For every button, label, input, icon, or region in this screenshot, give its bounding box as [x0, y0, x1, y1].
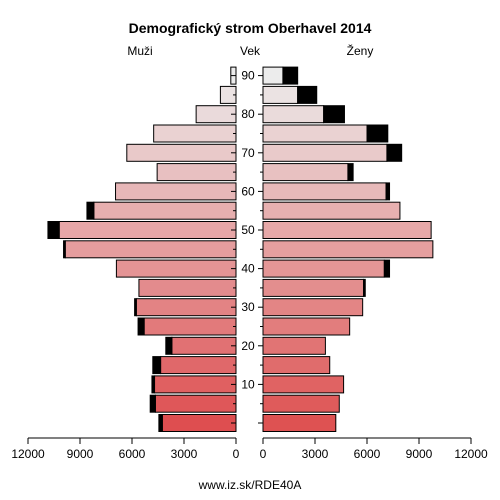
women-bar-50-54 — [262, 221, 432, 239]
men-bar-70-74 — [126, 143, 237, 162]
age-tick-label-20: 20 — [241, 339, 255, 353]
women-bar-55-59 — [262, 201, 401, 220]
women-label: Ženy — [347, 43, 374, 58]
men-x-tick-label: 6000 — [119, 447, 146, 461]
women-excess-bar-80-84 — [323, 105, 345, 124]
women-bar-45-49 — [262, 240, 434, 259]
men-bar-40-44 — [115, 259, 237, 278]
men-bar-55-59 — [93, 201, 237, 220]
men-excess-bar-30-34 — [134, 298, 137, 317]
women-bar-25-29 — [262, 317, 351, 336]
men-x-tick-label: 3000 — [171, 447, 198, 461]
age-tick-label-70: 70 — [241, 146, 255, 160]
bars-layer — [47, 66, 434, 432]
women-bar-85-89 — [262, 85, 299, 104]
age-tick-label-50: 50 — [241, 223, 255, 237]
women-excess-bar-85-89 — [297, 85, 318, 104]
women-excess-bar-35-39 — [363, 278, 366, 297]
age-tick-label-10: 10 — [241, 377, 255, 391]
women-bar-65-69 — [262, 163, 349, 182]
women-x-tick-label: 0 — [260, 447, 267, 461]
men-x-tick-label: 0 — [233, 447, 240, 461]
women-bar-5-9 — [262, 394, 340, 413]
men-x-tick-label: 12000 — [11, 447, 45, 461]
women-bar-80-84 — [262, 105, 325, 124]
women-bar-10-14 — [262, 375, 345, 394]
women-bar-0-4 — [262, 414, 337, 432]
age-label: Vek — [240, 44, 261, 58]
women-bar-15-19 — [262, 356, 331, 375]
women-bar-90+ — [262, 66, 284, 85]
men-bar-35-39 — [138, 278, 237, 297]
women-bar-30-34 — [262, 298, 364, 317]
women-excess-bar-65-69 — [347, 163, 354, 182]
men-bar-80-84 — [195, 105, 237, 124]
men-excess-bar-15-19 — [152, 356, 162, 375]
men-bar-20-24 — [171, 336, 237, 355]
age-tick-label-90: 90 — [241, 69, 255, 83]
men-x-tick-label: 9000 — [67, 447, 94, 461]
men-excess-bar-0-4 — [158, 414, 163, 432]
women-x-tick-label: 12000 — [454, 447, 488, 461]
footer-url: www.iz.sk/RDE40A — [198, 478, 302, 492]
chart-title: Demografický strom Oberhavel 2014 — [129, 20, 372, 36]
women-bar-40-44 — [262, 259, 385, 278]
women-excess-bar-70-74 — [386, 143, 403, 162]
men-excess-bar-55-59 — [86, 201, 95, 220]
age-tick-label-60: 60 — [241, 184, 255, 198]
men-bar-45-49 — [64, 240, 237, 259]
men-bar-30-34 — [135, 298, 237, 317]
men-bar-50-54 — [58, 221, 237, 239]
women-x-tick-label: 6000 — [354, 447, 381, 461]
men-bar-15-19 — [160, 356, 237, 375]
men-bar-5-9 — [154, 394, 237, 413]
women-excess-bar-75-79 — [366, 124, 389, 143]
women-x-tick-label: 9000 — [406, 447, 433, 461]
women-bar-35-39 — [262, 278, 365, 297]
women-bar-60-64 — [262, 182, 387, 201]
axes-layer: 12000 9000 6000 3000 0 0 3000 6000 9000 12000 10 20… — [11, 69, 488, 461]
men-excess-bar-50-54 — [47, 221, 60, 239]
men-excess-bar-5-9 — [149, 394, 156, 413]
women-excess-bar-40-44 — [383, 259, 391, 278]
men-bar-0-4 — [161, 414, 237, 432]
men-bar-75-79 — [153, 124, 237, 143]
age-tick-label-30: 30 — [241, 300, 255, 314]
women-bar-70-74 — [262, 143, 388, 162]
women-bar-20-24 — [262, 336, 326, 355]
men-excess-bar-20-24 — [165, 336, 173, 355]
women-x-tick-label: 3000 — [302, 447, 329, 461]
men-excess-bar-10-14 — [151, 375, 156, 394]
men-excess-bar-25-29 — [137, 317, 145, 336]
women-excess-bar-90+ — [282, 66, 299, 85]
age-tick-label-40: 40 — [241, 262, 255, 276]
women-bar-75-79 — [262, 124, 368, 143]
men-label: Muži — [127, 44, 152, 58]
men-bar-65-69 — [156, 163, 237, 182]
women-excess-bar-60-64 — [385, 182, 391, 201]
men-bar-25-29 — [143, 317, 237, 336]
men-bar-60-64 — [115, 182, 237, 201]
men-excess-bar-45-49 — [63, 240, 66, 259]
age-tick-label-80: 80 — [241, 107, 255, 121]
men-bar-10-14 — [154, 375, 237, 394]
